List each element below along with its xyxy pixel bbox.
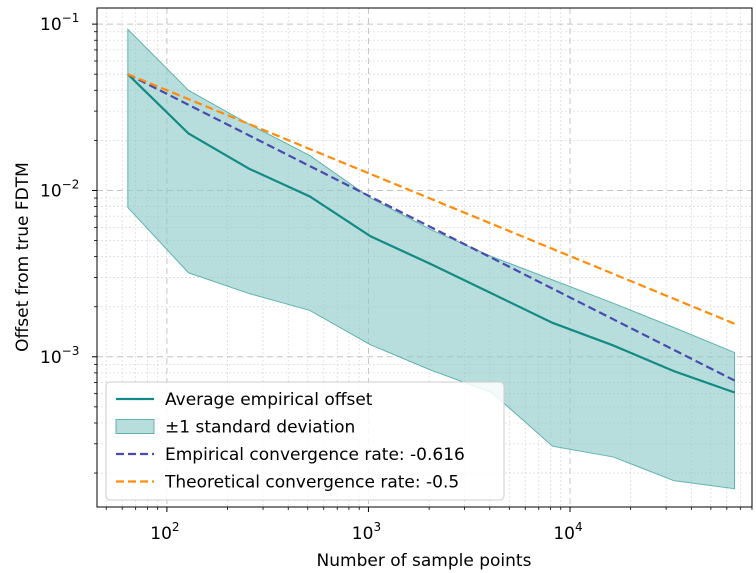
x-tick-label: 104 bbox=[553, 520, 582, 544]
y-axis-label: Offset from true FDTM bbox=[13, 162, 33, 352]
legend-entry-label: Average empirical offset bbox=[165, 390, 373, 410]
x-axis: 102 103 104 bbox=[105, 507, 753, 544]
x-tick-label: 102 bbox=[150, 520, 179, 544]
legend: Average empirical offset ±1 standard devi… bbox=[105, 381, 505, 501]
legend-box bbox=[105, 381, 505, 501]
y-tick-label: 10−1 bbox=[40, 11, 79, 35]
series-2-dashed-line bbox=[127, 73, 736, 382]
x-tick-label: 103 bbox=[352, 520, 381, 544]
legend-entry-label: ±1 standard deviation bbox=[165, 418, 355, 438]
legend-entry-label: Empirical convergence rate: -0.616 bbox=[165, 445, 465, 465]
y-tick-label: 10−2 bbox=[40, 177, 79, 201]
x-axis-label: Number of sample points bbox=[317, 551, 532, 571]
series-3-dashed-line bbox=[127, 73, 735, 325]
legend-entry-label: Theoretical convergence rate: -0.5 bbox=[164, 473, 459, 493]
average-offset-line bbox=[127, 73, 735, 394]
legend-swatch-band bbox=[115, 419, 155, 434]
plot-frame bbox=[96, 7, 753, 508]
series-layer bbox=[127, 28, 736, 490]
y-axis: 10−1 10−2 10−3 bbox=[40, 11, 97, 474]
y-tick-label: 10−3 bbox=[40, 344, 79, 368]
std-deviation-band bbox=[127, 28, 736, 490]
